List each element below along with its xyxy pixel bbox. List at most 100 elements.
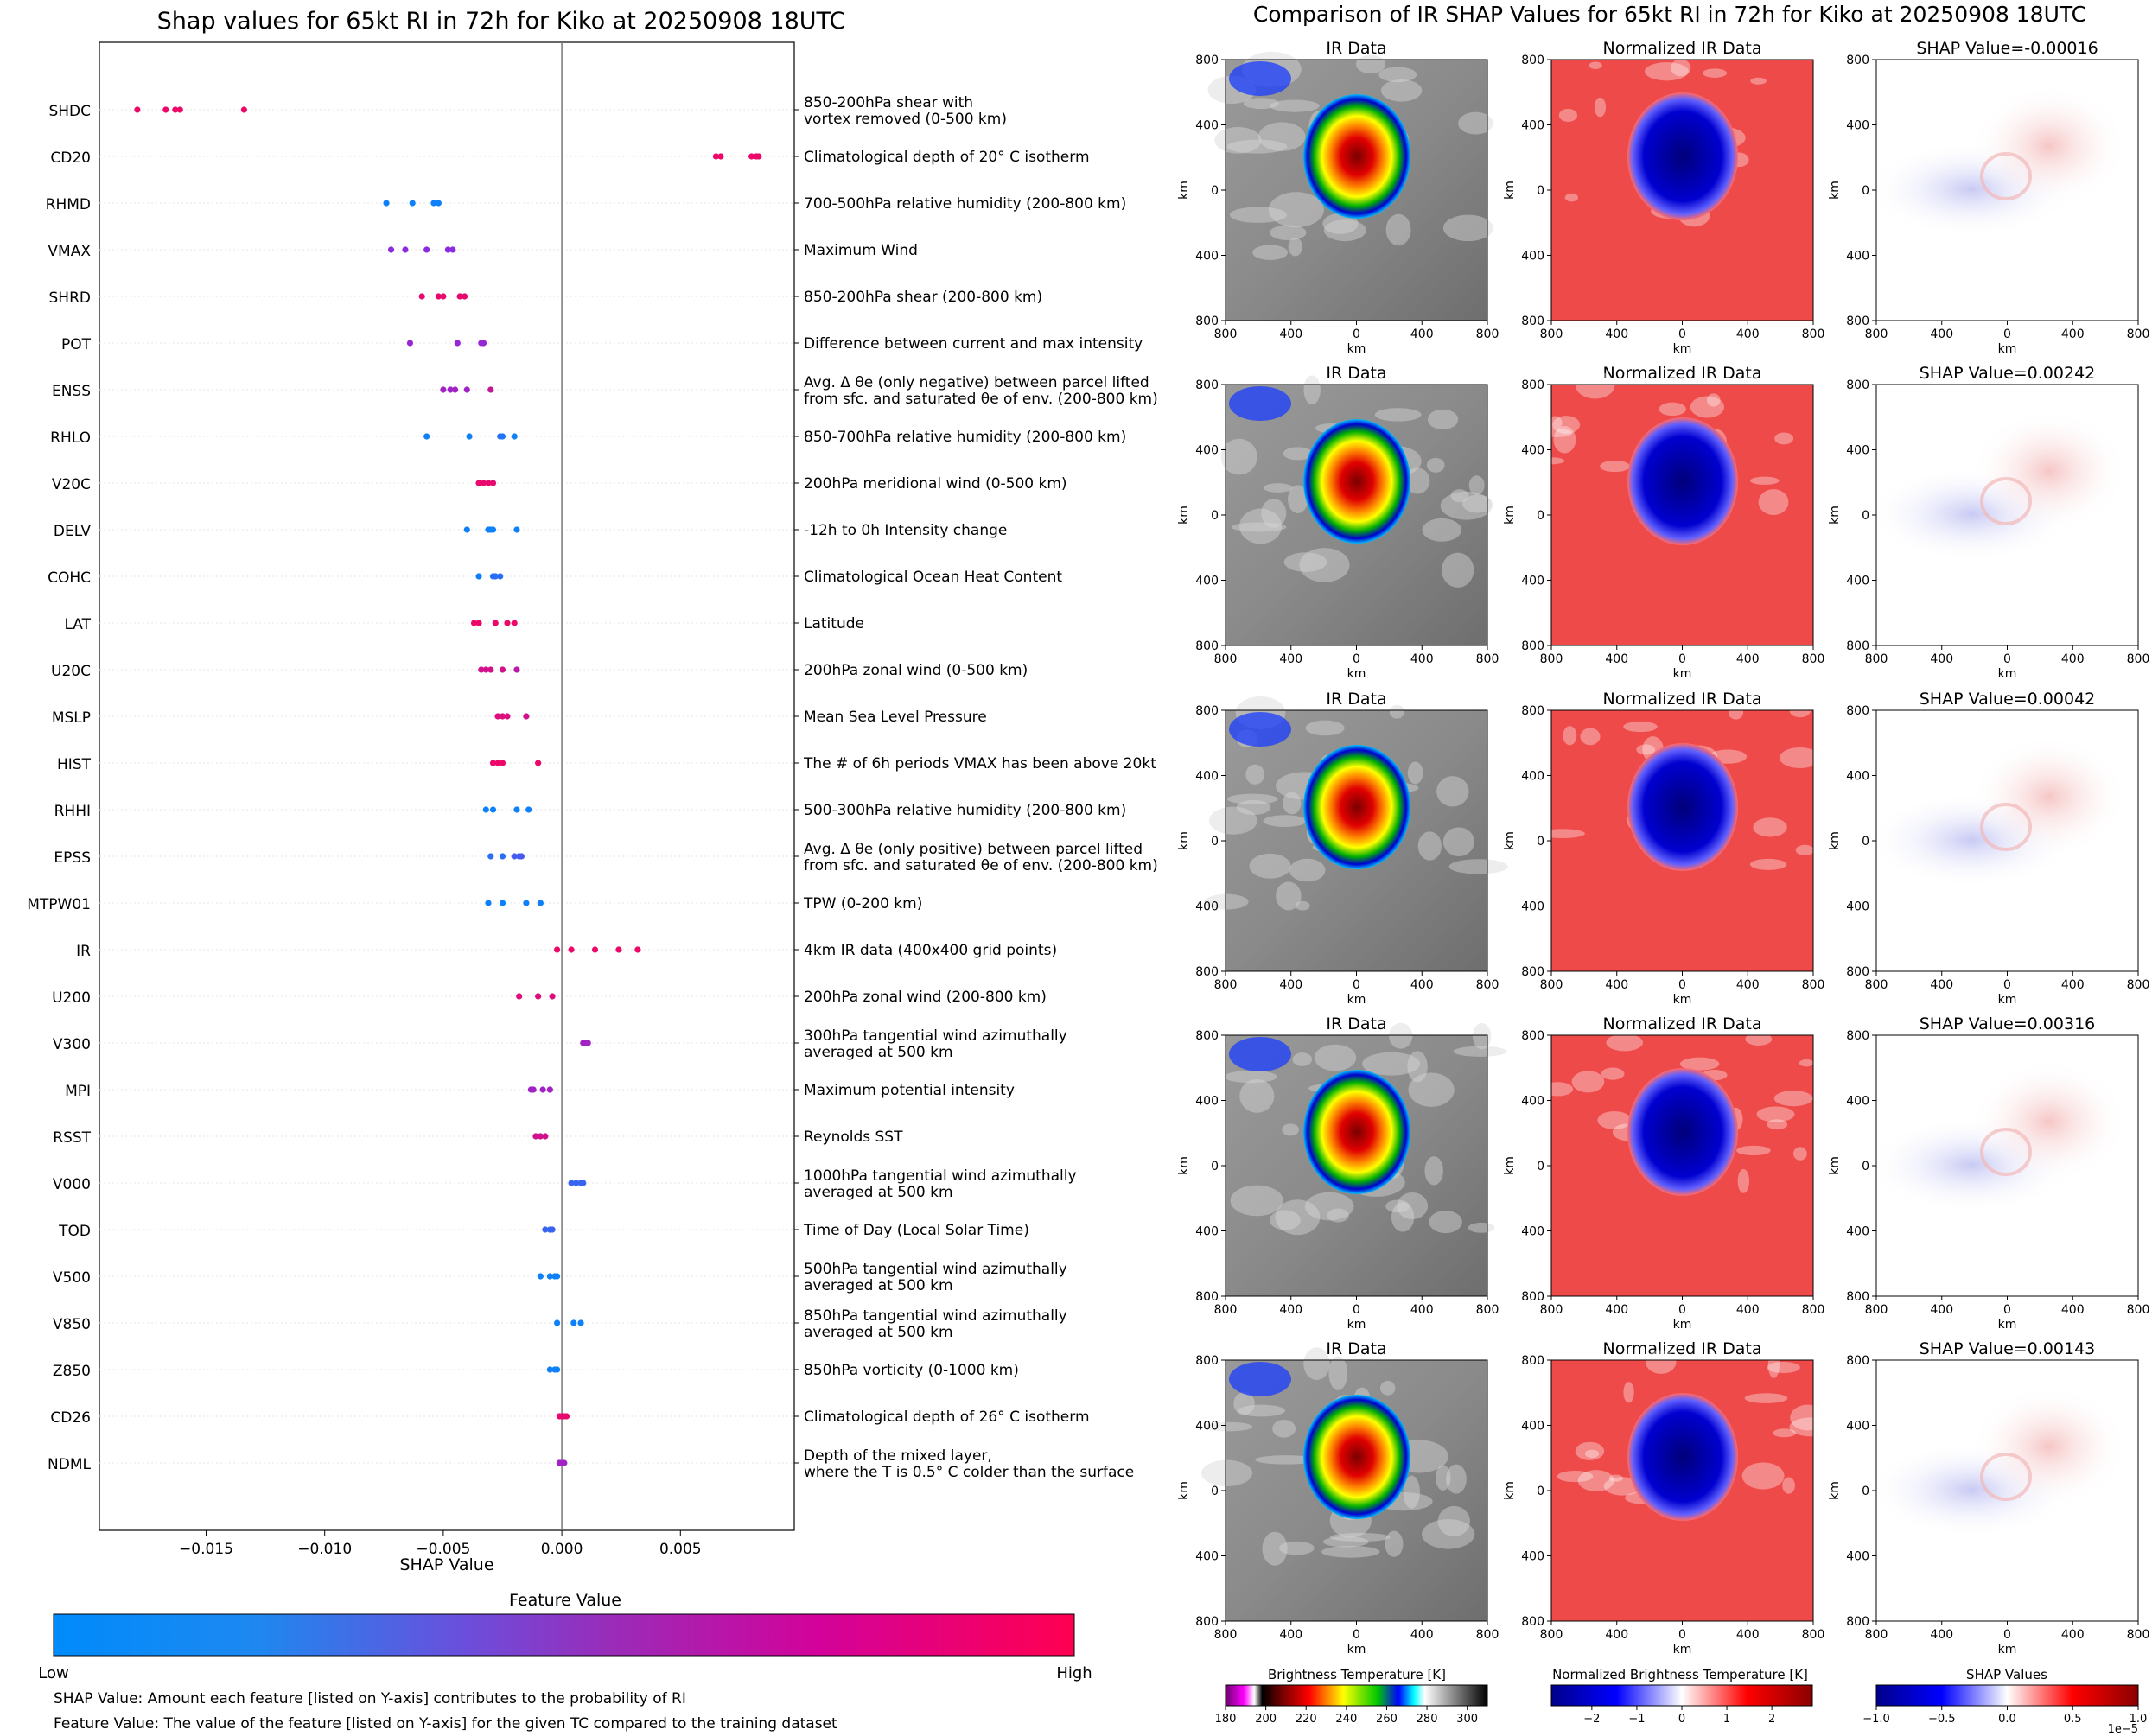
feature-name-label: RHHI — [54, 803, 91, 820]
colorbar-tick-label: 220 — [1296, 1713, 1317, 1726]
feature-name-label: RHLO — [50, 429, 91, 447]
cloud-feature — [1453, 1046, 1507, 1057]
cloud-feature — [1458, 111, 1493, 135]
panel-y-tick-label: 800 — [1521, 54, 1544, 67]
positive-shap-region — [1971, 1061, 2127, 1182]
panel-x-tick-label: 400 — [1736, 652, 1760, 666]
panel-x-tick-label: 400 — [1930, 1628, 1953, 1642]
cloud-feature — [1446, 1464, 1467, 1494]
colorbar-title: Feature Value — [509, 1591, 621, 1610]
panel-x-tick-label: 400 — [1279, 652, 1302, 666]
cloud-feature — [1435, 1465, 1451, 1491]
cloud-feature — [1295, 900, 1310, 911]
panel-y-axis-label: km — [1503, 1156, 1517, 1175]
feature-name-label: DELV — [54, 523, 91, 540]
shap-point — [537, 1133, 544, 1140]
shap-point — [383, 200, 390, 207]
feature-description-label: Maximum potential intensity — [804, 1082, 1015, 1099]
cloud-feature — [1283, 792, 1302, 815]
shap-point — [516, 993, 523, 1000]
panel-y-tick-label: 800 — [1195, 965, 1219, 979]
shap-point — [430, 200, 437, 207]
cloud-feature — [1389, 704, 1404, 719]
feature-name-label: SHDC — [48, 103, 91, 120]
cloud-feature — [1671, 59, 1691, 77]
shap-point — [240, 106, 247, 113]
panel-y-tick-label: 400 — [1846, 770, 1869, 784]
shap-point — [387, 246, 395, 253]
storm-core — [1303, 419, 1410, 544]
panel-title: Normalized IR Data — [1603, 364, 1762, 383]
panel-x-tick-label: 0 — [2003, 1303, 2011, 1317]
cloud-feature — [1270, 99, 1320, 112]
storm-core — [1303, 1070, 1410, 1194]
panel-y-axis-label: km — [1503, 506, 1517, 525]
shap-point — [504, 620, 511, 626]
shap-point — [499, 853, 506, 860]
shap-point — [162, 106, 169, 113]
feature-name-label: V20C — [52, 476, 91, 493]
panel-title: SHAP Value=0.00042 — [1920, 690, 2096, 709]
cold-cloud-feature — [1229, 712, 1291, 747]
feature-description-label: 500-300hPa relative humidity (200-800 km… — [804, 802, 1126, 819]
cbar-brightness — [1225, 1684, 1488, 1707]
cloud-feature — [1385, 213, 1411, 246]
cloud-feature — [1397, 1192, 1429, 1220]
cold-cloud-feature — [1229, 61, 1291, 96]
cloud-feature — [1767, 1351, 1780, 1378]
shap-point — [466, 433, 473, 440]
feature-name-label: LAT — [64, 616, 91, 633]
shap-point — [549, 993, 556, 1000]
panel-x-tick-label: 800 — [1476, 652, 1499, 666]
eye-signature — [1980, 1128, 2032, 1176]
panel-title: Normalized IR Data — [1603, 39, 1762, 58]
cloud-feature — [1437, 1505, 1471, 1537]
panel-y-tick-label: 0 — [1211, 509, 1219, 523]
feature-description-label: 200hPa meridional wind (0-500 km) — [804, 475, 1067, 493]
panel-x-tick-label: 800 — [1214, 652, 1238, 666]
panel-x-tick-label: 400 — [1736, 1628, 1760, 1642]
panel-y-tick-label: 0 — [1862, 509, 1869, 523]
panel-x-axis-label: km — [1998, 667, 2017, 681]
cloud-feature — [1623, 1382, 1634, 1403]
shap-point — [523, 900, 530, 906]
feature-description-label: 850-200hPa shear with vortex removed (0-5… — [804, 94, 1007, 128]
shap-point — [553, 1273, 561, 1280]
colorbar-low-label: Low — [38, 1664, 68, 1682]
shap-point — [470, 620, 478, 626]
panel-x-tick-label: 800 — [1865, 978, 1888, 992]
cloud-feature — [1758, 489, 1789, 516]
panel-y-tick-label: 400 — [1195, 1095, 1219, 1109]
panel-x-tick-label: 800 — [1214, 327, 1238, 341]
shap-point — [499, 760, 506, 766]
feature-description-label: 4km IR data (400x400 grid points) — [804, 942, 1057, 959]
panel-x-tick-label: 800 — [1865, 652, 1888, 666]
panel-y-tick-label: 400 — [1521, 250, 1544, 264]
cloud-feature — [1263, 815, 1307, 828]
panel-x-tick-label: 0 — [1353, 327, 1360, 341]
cloud-feature — [1756, 1106, 1795, 1122]
cloud-feature — [1282, 1123, 1299, 1136]
panel-x-tick-label: 0 — [1353, 652, 1360, 666]
panel-x-tick-label: 400 — [1410, 978, 1434, 992]
panel-y-tick-label: 400 — [1195, 1225, 1219, 1239]
panel-y-tick-label: 400 — [1195, 575, 1219, 588]
positive-shap-region — [1971, 1386, 2127, 1507]
panel-y-tick-label: 800 — [1846, 1615, 1869, 1629]
shap-point — [489, 526, 497, 533]
storm-core — [1627, 1393, 1738, 1521]
cloud-feature — [1323, 219, 1366, 242]
shap-point — [568, 1180, 575, 1186]
panel-x-tick-label: 0 — [1353, 1303, 1360, 1317]
shap-point — [497, 573, 504, 580]
shap-point — [546, 1086, 553, 1093]
shap-point — [549, 1226, 556, 1233]
feature-description-label: Maximum Wind — [804, 242, 918, 259]
shap-point — [176, 106, 183, 113]
panel-title: SHAP Value=0.00316 — [1920, 1014, 2096, 1033]
shap-point — [487, 853, 494, 860]
cloud-feature — [1571, 1071, 1605, 1093]
feature-description-label: Mean Sea Level Pressure — [804, 709, 987, 726]
colorbar-tick-label: −1.0 — [1862, 1713, 1890, 1726]
panel-y-tick-label: 400 — [1846, 444, 1869, 458]
